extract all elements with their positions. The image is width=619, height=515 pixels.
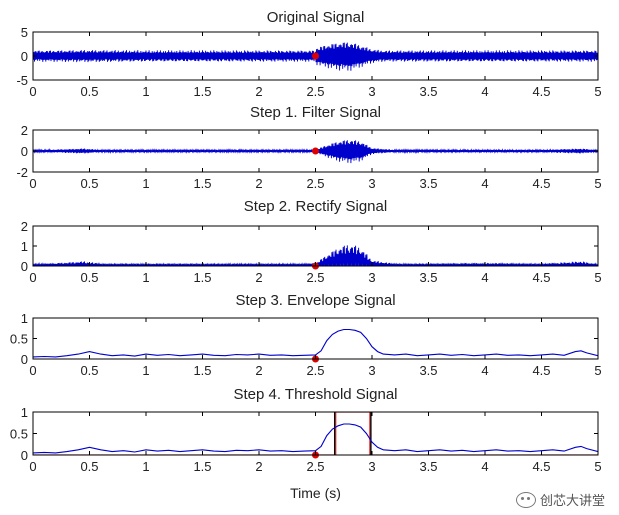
x-tick-label: 3.5 [419,84,437,99]
x-axis-label: Time (s) [290,485,341,501]
x-tick-label: 3.5 [419,176,437,191]
x-tick-label: 4.5 [532,176,550,191]
y-tick-label: 1 [21,405,28,420]
x-tick-label: 5 [594,270,601,285]
x-tick-label: 4 [481,84,488,99]
envelope-line [33,423,598,454]
x-tick-label: 1.5 [193,459,211,474]
x-tick-label: 4.5 [532,459,550,474]
x-tick-label: 3.5 [419,459,437,474]
x-tick-label: 1 [142,459,149,474]
y-tick-label: 2 [21,219,28,234]
y-tick-label: 0.5 [10,427,28,442]
x-tick-label: 3 [368,459,375,474]
x-tick-label: 0.5 [80,84,98,99]
x-tick-label: 0 [29,84,36,99]
axes-box [32,411,599,456]
x-tick-label: 1.5 [193,176,211,191]
subplot-3: Step 2. Rectify Signal 0 0.5 1 1.5 2 2.5 3 3.5 4 4… [21,198,602,285]
x-tick-label: 2 [255,270,262,285]
y-tick-label: 0.5 [10,332,28,347]
x-tick-label: 2.5 [306,363,324,378]
x-tick-label: 2 [255,363,262,378]
subplot-2: Step 1. Filter Signal 0 0.5 1 1.5 2 2.5 3 3.5 4 4.… [16,104,601,191]
y-tick-label: 1 [21,239,28,254]
x-tick-label: 3.5 [419,270,437,285]
x-tick-label: 0.5 [80,459,98,474]
subplot-4: Step 3. Envelope Signal 0 0.5 1 1.5 2 2.5 3 3.5 4… [10,292,602,378]
x-tick-label: 1.5 [193,363,211,378]
plot-area [33,412,598,455]
y-tick-label: 2 [21,123,28,138]
chat-bubble-icon [515,491,536,508]
x-tick-label: 0 [29,176,36,191]
x-tick-label: 3.5 [419,363,437,378]
plot-area [33,42,598,71]
x-tick-label: 0.5 [80,270,98,285]
subplot-title: Step 2. Rectify Signal [244,198,387,215]
subplot-5: Step 4. Threshold Signal 0 0.5 1 1.5 2 2.5 3 3.5… [10,386,602,501]
x-tick-label: 2 [255,84,262,99]
y-tick-label: 0 [21,259,28,274]
onset-marker [312,147,319,155]
watermark: 创芯大讲堂 [515,490,605,509]
x-tick-label: 3 [368,176,375,191]
x-tick-label: 1 [142,84,149,99]
x-tick-label: 0 [29,363,36,378]
y-tick-label: -5 [16,73,28,88]
y-tick-label: 1 [21,311,28,326]
x-tick-label: 4 [481,270,488,285]
x-tick-label: 1.5 [193,84,211,99]
x-tick-label: 1 [142,176,149,191]
x-tick-label: 2.5 [306,270,324,285]
x-tick-label: 2.5 [306,84,324,99]
x-tick-label: 4.5 [532,84,550,99]
onset-marker [312,52,319,60]
subplot-title: Step 1. Filter Signal [250,104,381,121]
x-tick-label: 2.5 [306,176,324,191]
x-tick-label: 0 [29,270,36,285]
x-tick-label: 1 [142,270,149,285]
subplot-title: Original Signal [267,9,365,26]
axes-box [32,225,599,267]
x-tick-label: 2 [255,176,262,191]
x-tick-label: 5 [594,363,601,378]
x-tick-label: 4 [481,459,488,474]
y-tick-label: 0 [21,448,28,463]
x-tick-label: 4 [481,363,488,378]
x-tick-label: 3 [368,84,375,99]
x-tick-label: 4.5 [532,270,550,285]
x-tick-label: 5 [594,459,601,474]
x-tick-label: 2.5 [306,459,324,474]
y-tick-label: 0 [21,144,28,159]
x-tick-label: 4.5 [532,363,550,378]
y-tick-label: 0 [21,352,28,367]
y-tick-label: 5 [21,25,28,40]
threshold-line [33,412,598,455]
subplot-title: Step 4. Threshold Signal [234,386,398,403]
x-tick-label: 5 [594,176,601,191]
x-tick-label: 3 [368,363,375,378]
y-tick-label: -2 [16,165,28,180]
y-tick-label: 0 [21,49,28,64]
plot-area [33,328,598,358]
x-tick-label: 2 [255,459,262,474]
x-tick-label: 5 [594,84,601,99]
x-tick-label: 0 [29,459,36,474]
x-tick-label: 0.5 [80,363,98,378]
envelope-line [33,328,598,358]
x-tick-label: 1 [142,363,149,378]
axes-box [32,317,599,360]
x-tick-label: 3 [368,270,375,285]
subplot-title: Step 3. Envelope Signal [235,292,395,309]
x-tick-label: 4 [481,176,488,191]
x-tick-label: 0.5 [80,176,98,191]
signal-line [33,42,598,71]
watermark-text: 创芯大讲堂 [539,493,605,508]
x-tick-label: 1.5 [193,270,211,285]
